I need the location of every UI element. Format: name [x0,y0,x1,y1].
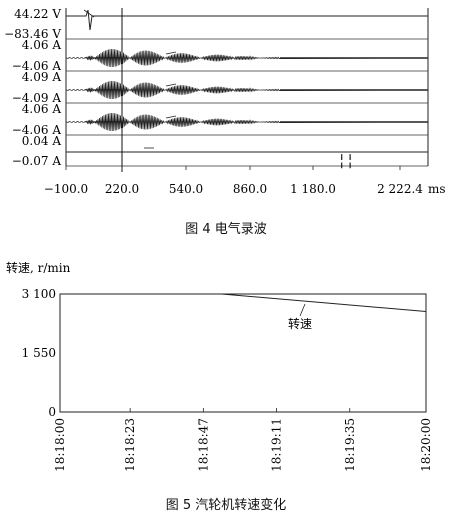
x-tick-label: 540.0 [169,182,203,196]
y-tick-label: 3 100 [22,287,56,301]
x-tick-label: 860.0 [233,182,267,196]
channel-top-label: 0.04 A [22,134,62,148]
x-tick-label: 18:18:00 [53,418,67,472]
figure-5-caption: 图 5 汽轮机转速变化 [0,494,452,513]
y-axis-title: 转速, r/min [6,260,71,275]
x-tick-label: 18:18:47 [196,418,210,472]
y-tick-label: 0 [48,405,56,419]
x-tick-label: 18:19:35 [343,418,357,472]
label-leader-line [166,52,176,54]
label-leader-line [166,116,176,118]
figure-5-chart: 转速, r/min 3 100 1 550 018:18:00 18:18:23 18:1… [0,250,452,518]
channel-top-label: 4.09 A [22,70,62,84]
figure-4-chart: 44.22 V−83.46 V4.06 A−4.06 A4.09 A−4.09 … [0,0,452,212]
channel-bottom-label: −0.07 A [12,154,62,168]
x-tick-label: 1 180.0 [290,182,336,196]
annotation-leader [300,304,305,316]
waveform-3u0 [66,10,428,30]
speed-line [60,294,426,312]
figure-4-caption: 图 4 电气录波 [0,218,452,237]
channel-top-label: 4.06 A [22,38,62,52]
x-tick-label: 2 222.4 [377,182,423,196]
y-tick-label: 1 550 [22,346,56,360]
channel-top-label: 4.06 A [22,102,62,116]
axis-break-mark: ╎╎ [338,154,355,170]
x-tick-label: 18:20:00 [419,418,433,472]
channel-top-label: 44.22 V [14,7,61,21]
label-leader-line [166,84,176,86]
x-tick-label: 18:19:11 [270,418,284,472]
x-tick-label: 220.0 [105,182,139,196]
x-unit-label: ms [428,182,446,196]
x-tick-label: −100.0 [44,182,88,196]
speed-annotation: 转速 [288,316,312,331]
plot-frame [60,294,426,412]
x-tick-label: 18:18:23 [123,418,137,472]
